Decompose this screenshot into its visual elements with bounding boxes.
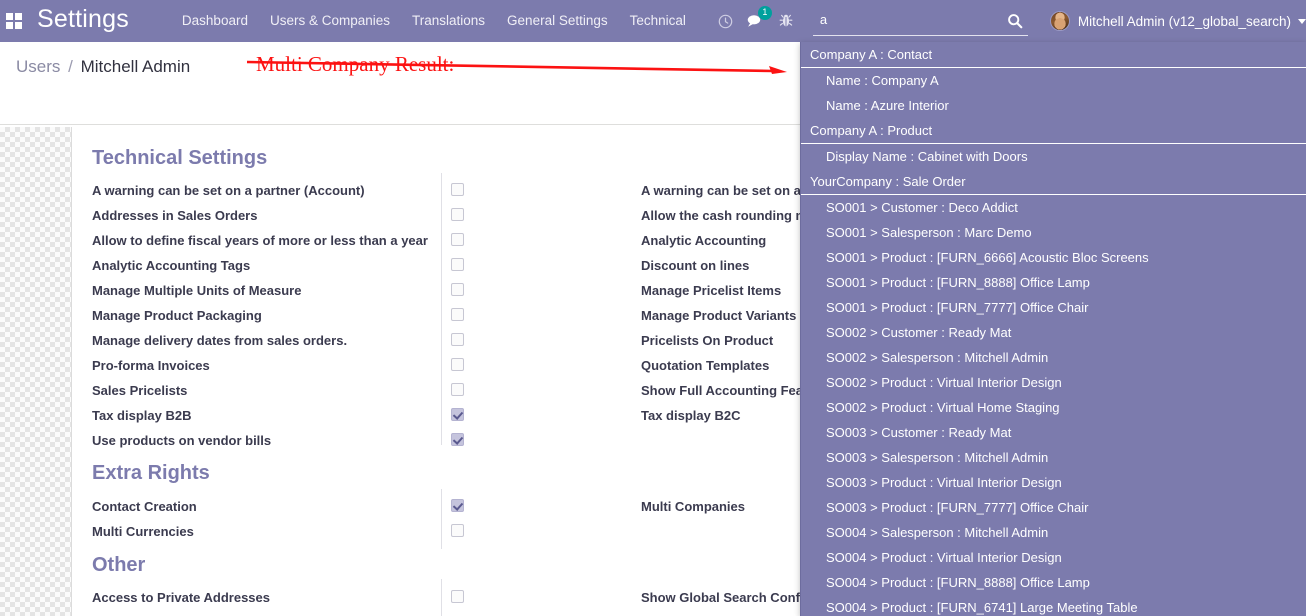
menu-item-translations[interactable]: Translations — [412, 13, 486, 28]
setting-label: Manage Pricelist Items — [641, 283, 782, 298]
messages-chat-icon[interactable]: 1 — [741, 0, 772, 42]
setting-label: Tax display B2C — [641, 408, 741, 423]
search-result-item[interactable]: SO002 > Customer : Ready Mat — [826, 325, 1012, 340]
setting-checkbox[interactable] — [451, 258, 464, 271]
setting-label: Manage delivery dates from sales orders. — [92, 333, 348, 348]
setting-checkbox[interactable] — [451, 433, 464, 446]
setting-checkbox[interactable] — [451, 208, 464, 221]
search-result-item[interactable]: SO002 > Product : Virtual Home Staging — [826, 400, 1060, 415]
chevron-down-icon — [1298, 18, 1306, 24]
setting-checkbox[interactable] — [451, 333, 464, 346]
setting-label: Discount on lines — [641, 258, 750, 273]
setting-checkbox[interactable] — [451, 358, 464, 371]
global-search-box[interactable] — [812, 6, 1028, 36]
search-result-item[interactable]: Display Name : Cabinet with Doors — [826, 149, 1028, 164]
app-brand-title: Settings — [36, 5, 129, 33]
setting-label: Allow to define fiscal years of more or … — [92, 233, 428, 248]
breadcrumb-separator: / — [68, 57, 73, 76]
setting-checkbox[interactable] — [451, 408, 464, 421]
grid-glyph — [6, 13, 23, 29]
setting-label: Access to Private Addresses — [92, 590, 271, 605]
section-title-other: Other — [92, 554, 146, 576]
setting-label: Addresses in Sales Orders — [92, 208, 258, 223]
search-result-item[interactable]: SO001 > Product : [FURN_7777] Office Cha… — [826, 300, 1089, 315]
search-result-item[interactable]: SO003 > Product : Virtual Interior Desig… — [826, 475, 1062, 490]
setting-label: Manage Product Variants — [641, 308, 797, 323]
search-result-item[interactable]: SO003 > Customer : Ready Mat — [826, 425, 1012, 440]
search-group-header: Company A : Product — [801, 118, 1306, 144]
setting-label: Pro-forma Invoices — [92, 358, 210, 373]
user-menu-label: Mitchell Admin (v12_global_search) — [1077, 13, 1291, 29]
search-result-item[interactable]: SO004 > Product : [FURN_8888] Office Lam… — [826, 575, 1090, 590]
search-result-item[interactable]: SO001 > Product : [FURN_8888] Office Lam… — [826, 275, 1090, 290]
systray-icons: 1 — [711, 0, 801, 42]
setting-checkbox[interactable] — [451, 383, 464, 396]
search-group-header: YourCompany : Sale Order — [801, 169, 1306, 195]
setting-label: Quotation Templates — [641, 358, 770, 373]
menu-item-general-settings[interactable]: General Settings — [507, 13, 608, 28]
search-result-item[interactable]: SO001 > Product : [FURN_6666] Acoustic B… — [826, 250, 1149, 265]
search-result-item[interactable]: Name : Company A — [826, 73, 939, 88]
column-divider-left-2 — [441, 489, 442, 549]
setting-label: Show Full Accounting Features — [641, 383, 835, 398]
menu-item-technical[interactable]: Technical — [629, 13, 686, 28]
global-search-input[interactable] — [812, 11, 1002, 30]
search-result-item[interactable]: SO004 > Product : Virtual Interior Desig… — [826, 550, 1062, 565]
primary-menu: Dashboard Users & Companies Translations… — [171, 0, 697, 42]
avatar — [1049, 11, 1070, 31]
setting-label: Tax display B2B — [92, 408, 192, 423]
setting-label: Manage Multiple Units of Measure — [92, 283, 302, 298]
activity-clock-icon[interactable] — [711, 0, 741, 42]
setting-label: Sales Pricelists — [92, 383, 188, 398]
setting-label: Pricelists On Product — [641, 333, 774, 348]
column-divider-left — [441, 173, 442, 445]
setting-label: Multi Companies — [641, 499, 746, 514]
setting-label: Manage Product Packaging — [92, 308, 262, 323]
global-search-results-dropdown: Company A : Contact Name : Company A Nam… — [800, 42, 1306, 616]
menu-item-dashboard[interactable]: Dashboard — [181, 13, 248, 28]
setting-label: Multi Currencies — [92, 524, 194, 539]
search-result-item[interactable]: SO002 > Product : Virtual Interior Desig… — [826, 375, 1062, 390]
search-icon[interactable] — [1002, 8, 1028, 34]
setting-label: Analytic Accounting Tags — [92, 258, 251, 273]
setting-label: Contact Creation — [92, 499, 197, 514]
top-navbar: Settings Dashboard Users & Companies Tra… — [0, 0, 1306, 42]
setting-checkbox[interactable] — [451, 233, 464, 246]
setting-label: Use products on vendor bills — [92, 433, 272, 448]
setting-checkbox[interactable] — [451, 499, 464, 512]
search-result-item[interactable]: SO003 > Salesperson : Mitchell Admin — [826, 450, 1049, 465]
search-result-item[interactable]: SO001 > Salesperson : Marc Demo — [826, 225, 1032, 240]
menu-item-users-companies[interactable]: Users & Companies — [269, 13, 391, 28]
debug-bug-icon[interactable] — [771, 0, 801, 42]
setting-label: A warning can be set on a partner (Accou… — [92, 183, 365, 198]
search-result-item[interactable]: SO004 > Salesperson : Mitchell Admin — [826, 525, 1049, 540]
user-menu[interactable]: Mitchell Admin (v12_global_search) — [1049, 0, 1306, 42]
breadcrumb-parent[interactable]: Users — [16, 57, 61, 76]
setting-checkbox[interactable] — [451, 308, 464, 321]
message-count-badge: 1 — [757, 6, 772, 20]
section-title-technical-settings: Technical Settings — [92, 147, 268, 169]
search-result-item[interactable]: SO002 > Salesperson : Mitchell Admin — [826, 350, 1049, 365]
section-title-extra-rights: Extra Rights — [92, 462, 210, 484]
breadcrumb: Users / Mitchell Admin — [16, 57, 190, 77]
column-divider-left-3 — [441, 579, 442, 616]
apps-grid-icon[interactable] — [0, 0, 29, 42]
search-result-item[interactable]: SO003 > Product : [FURN_7777] Office Cha… — [826, 500, 1089, 515]
setting-checkbox[interactable] — [451, 283, 464, 296]
setting-checkbox[interactable] — [451, 590, 464, 603]
setting-label: Analytic Accounting — [641, 233, 767, 248]
transparency-checker-strip — [0, 127, 72, 616]
search-result-item[interactable]: Name : Azure Interior — [826, 98, 949, 113]
setting-checkbox[interactable] — [451, 183, 464, 196]
search-result-item[interactable]: SO001 > Customer : Deco Addict — [826, 200, 1018, 215]
setting-checkbox[interactable] — [451, 524, 464, 537]
search-group-header: Company A : Contact — [801, 42, 1306, 68]
breadcrumb-current: Mitchell Admin — [80, 57, 191, 76]
search-result-item[interactable]: SO004 > Product : [FURN_6741] Large Meet… — [826, 600, 1138, 615]
